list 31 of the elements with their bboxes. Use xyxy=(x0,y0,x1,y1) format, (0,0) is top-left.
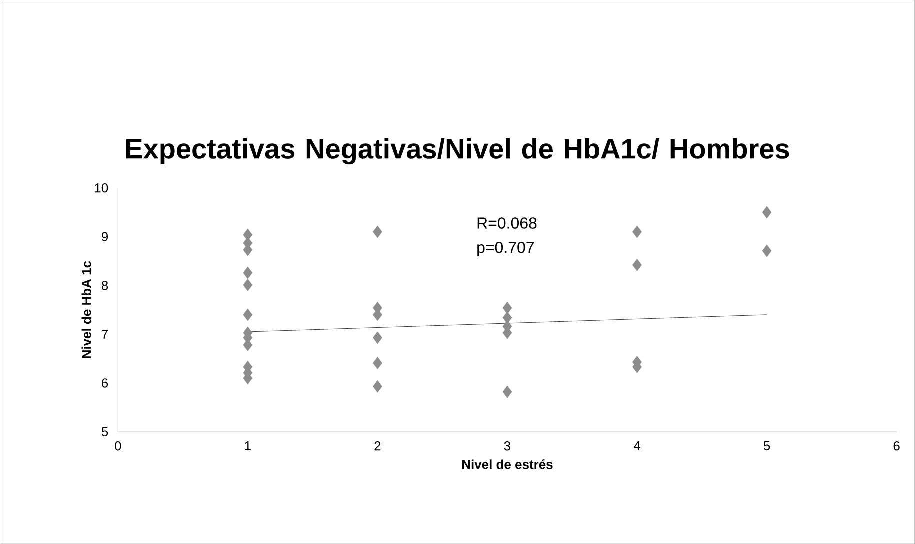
x-tick-label: 5 xyxy=(764,441,770,451)
x-tick-label: 4 xyxy=(634,441,640,450)
x-tick-label: 3 xyxy=(504,441,511,451)
point xyxy=(243,278,253,292)
y-tick-label: 9 xyxy=(102,232,108,242)
point xyxy=(243,266,253,280)
annotation: R=0.068 xyxy=(478,218,537,229)
x-tick-label: 1 xyxy=(245,441,251,450)
point xyxy=(373,226,382,238)
point xyxy=(373,332,382,344)
y-tick-label: 8 xyxy=(102,280,108,290)
point xyxy=(502,386,512,398)
x-axis-title: Nivel de estrés xyxy=(462,460,553,470)
x-tick-label: 0 xyxy=(115,441,122,451)
point xyxy=(243,308,253,322)
chart-title: Expectativas Negativas/Nivel de HbA1c/ Hombres xyxy=(126,138,790,165)
y-tick-label: 5 xyxy=(102,427,108,436)
y-tick-label: 6 xyxy=(102,378,108,388)
y-tick-label: 7 xyxy=(102,330,108,339)
point xyxy=(373,380,382,393)
point xyxy=(502,302,512,314)
point xyxy=(762,244,772,258)
point xyxy=(632,258,642,272)
x-tick-label: 2 xyxy=(374,441,381,451)
y-tick-label: 10 xyxy=(95,183,108,193)
y-axis-title: Nivel de HbA 1c xyxy=(82,261,92,358)
x-tick-label: 6 xyxy=(894,441,900,451)
point xyxy=(632,226,642,238)
annotation: p=0.707 xyxy=(478,242,534,256)
point xyxy=(373,356,382,370)
point xyxy=(762,206,772,219)
